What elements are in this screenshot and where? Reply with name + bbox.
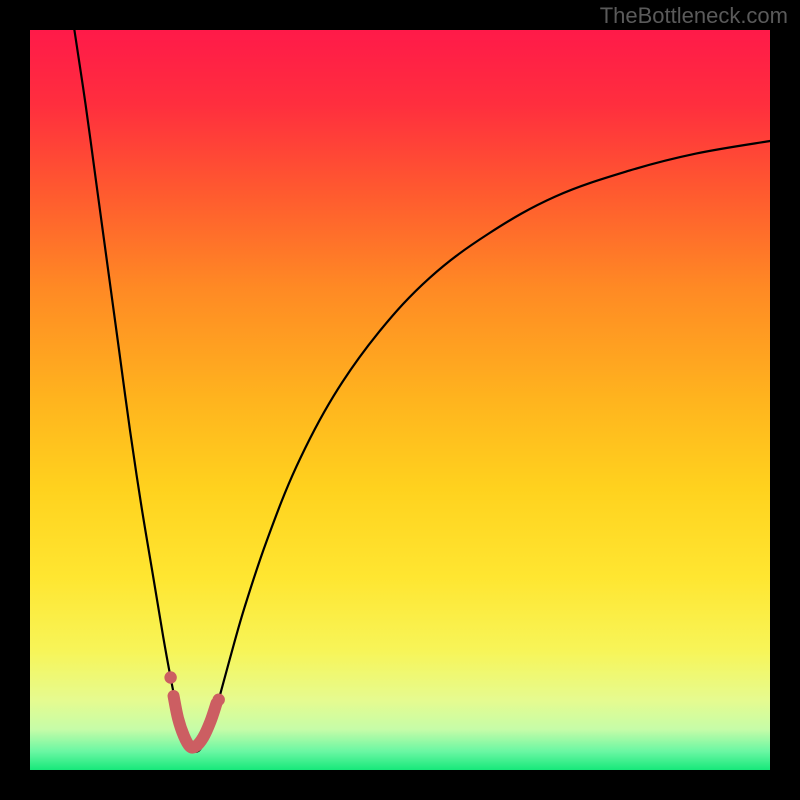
chart-outer: TheBottleneck.com — [0, 0, 800, 800]
optimal-range-dot — [213, 694, 225, 706]
plot-background — [30, 30, 770, 770]
watermark-text: TheBottleneck.com — [600, 3, 788, 29]
optimal-range-dot — [164, 671, 176, 683]
bottleneck-chart — [0, 0, 800, 800]
